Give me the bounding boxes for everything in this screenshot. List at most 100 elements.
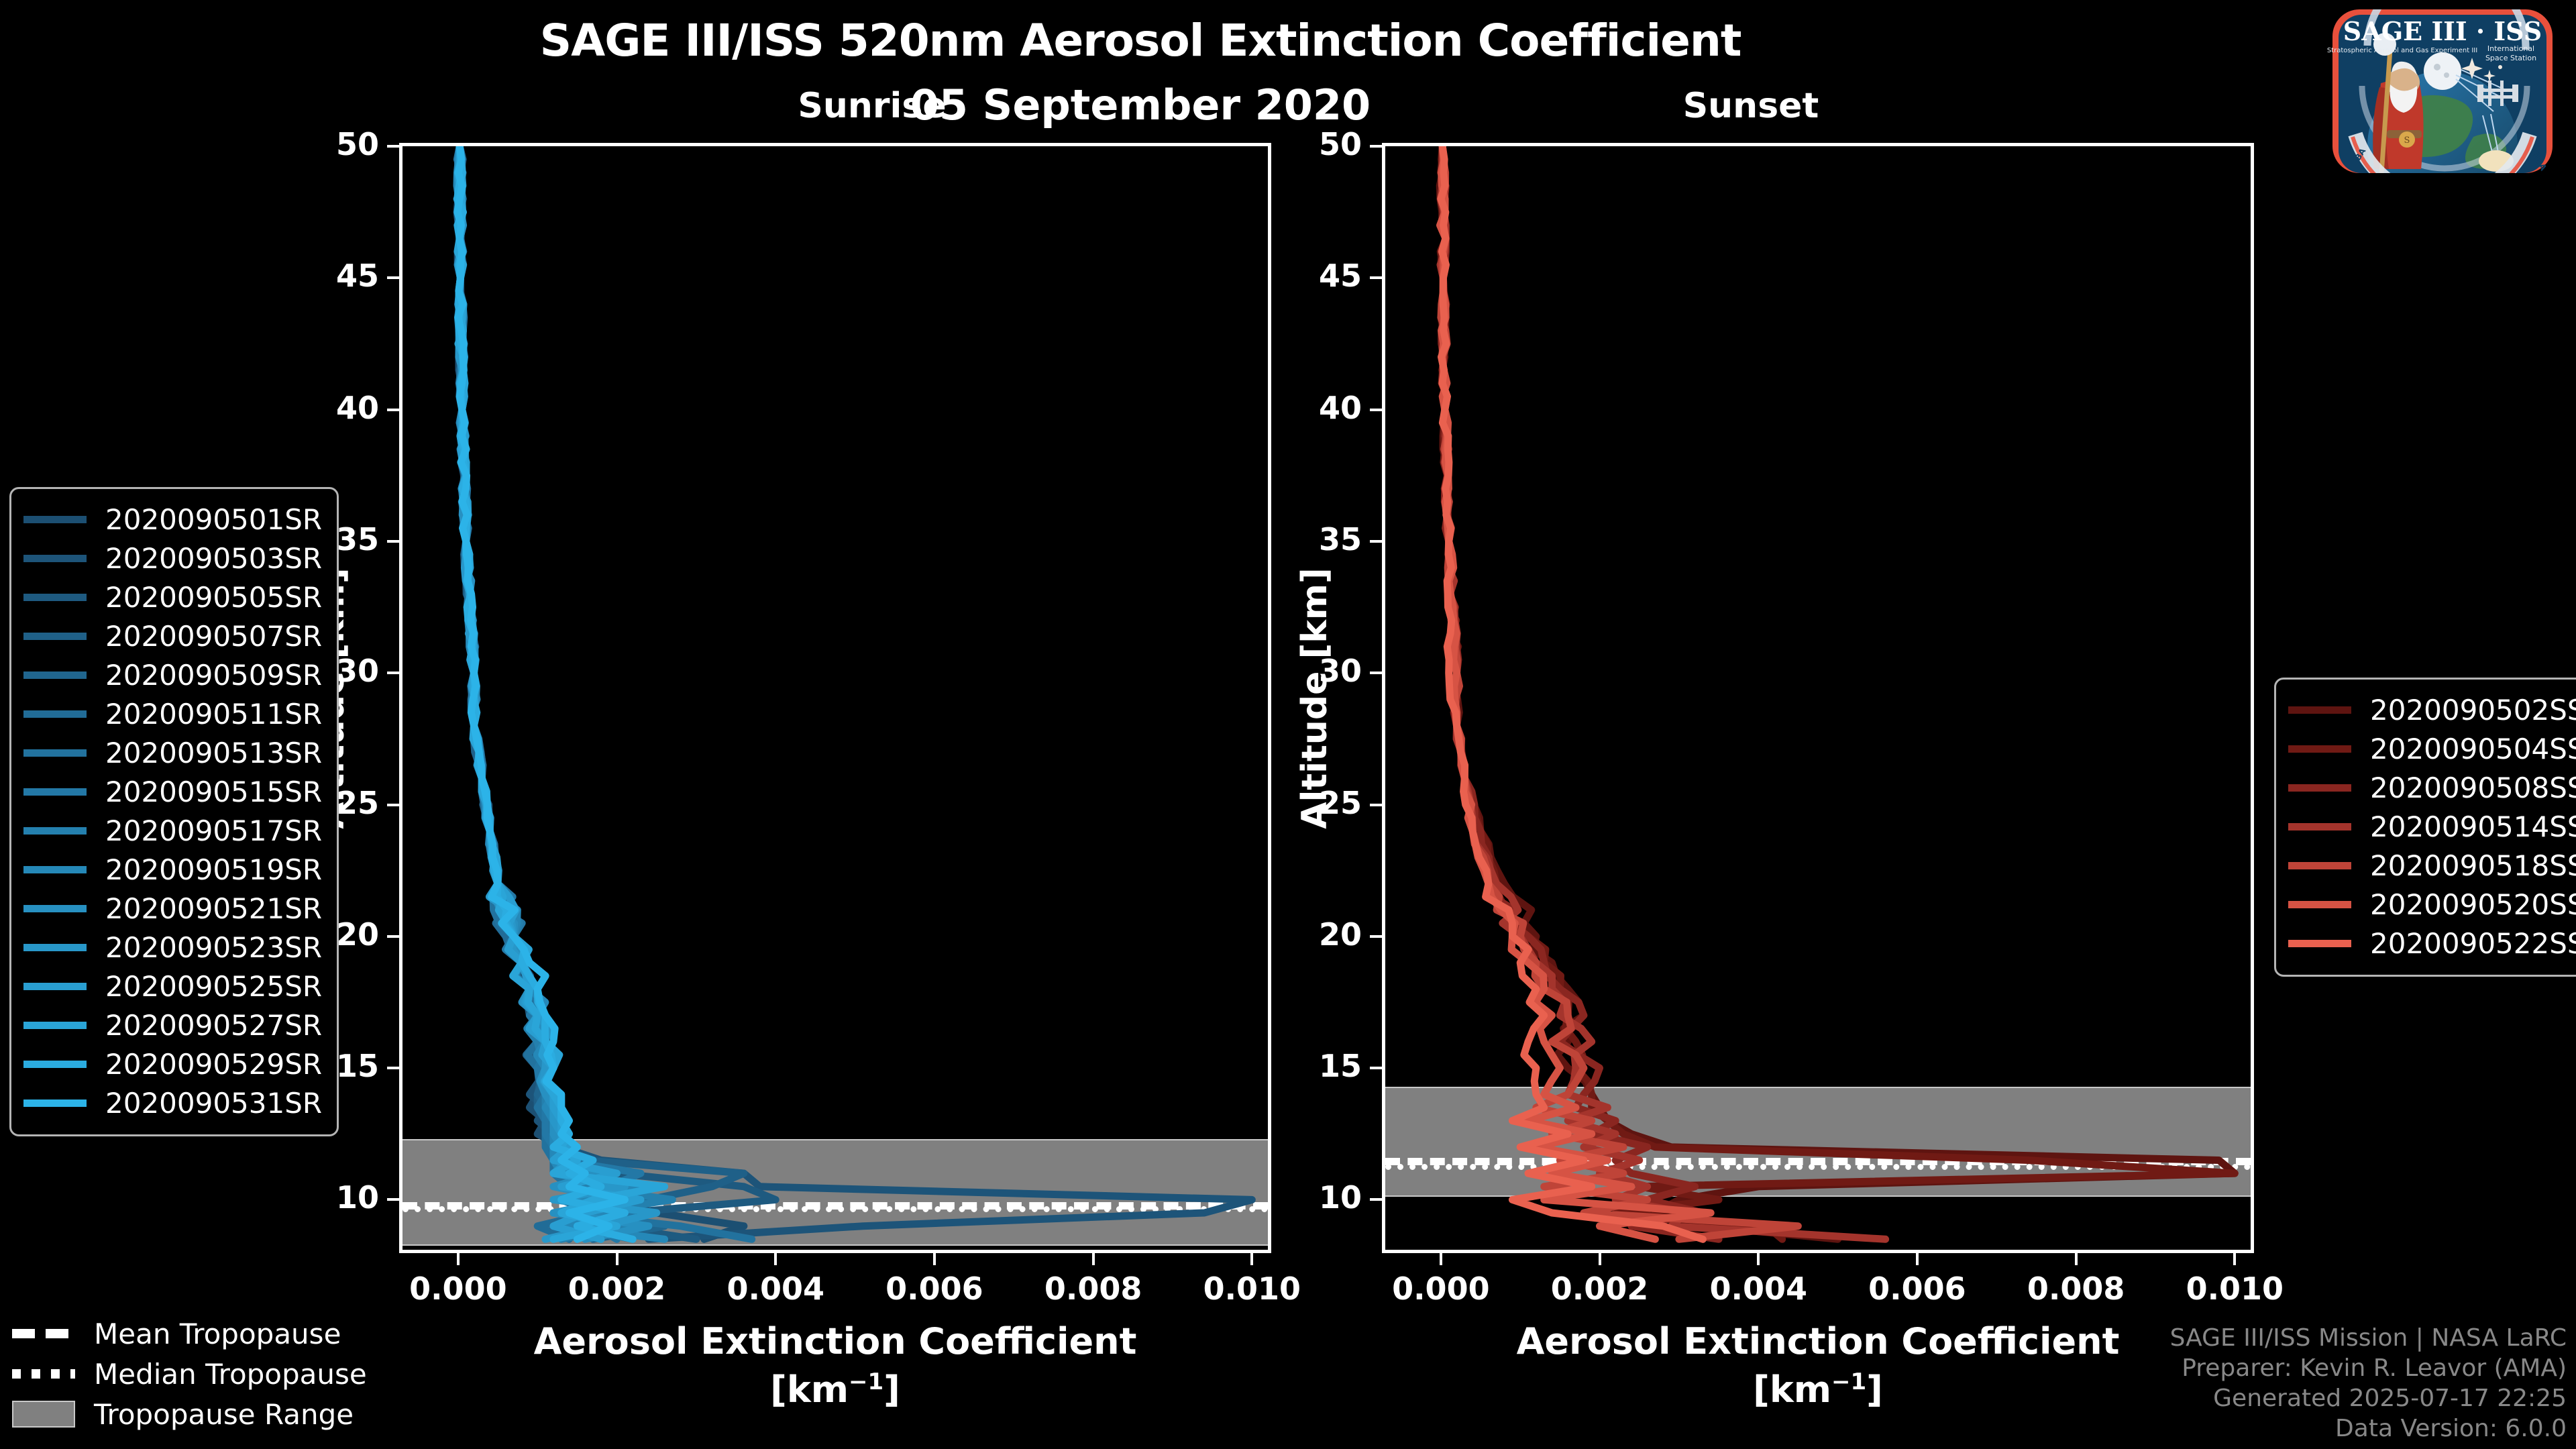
legend-sunrise-item[interactable]: 2020090513SR: [23, 733, 322, 772]
series-line: [453, 146, 669, 1243]
legend-color-swatch-icon: [2288, 706, 2351, 714]
legend-sunrise-item[interactable]: 2020090503SR: [23, 539, 322, 578]
y-axis-tick: [387, 276, 399, 280]
legend-sunrise-item[interactable]: 2020090527SR: [23, 1006, 322, 1044]
legend-sunrise-item[interactable]: 2020090519SR: [23, 850, 322, 889]
legend-sunset-label: 2020090522SS: [2370, 926, 2576, 960]
legend-sunset-item[interactable]: 2020090522SS: [2288, 924, 2576, 963]
series-line: [453, 146, 1256, 1243]
x-axis-tick: [1915, 1253, 1919, 1265]
legend-sunset-item[interactable]: 2020090518SS: [2288, 846, 2576, 885]
x-axis-tick: [456, 1253, 460, 1265]
y-axis-tick-label: 35: [1318, 521, 1362, 557]
footer-line-data-version: Data Version: 6.0.0: [2335, 1415, 2567, 1442]
series-line: [453, 146, 748, 1243]
legend-sunrise-item[interactable]: 2020090529SR: [23, 1044, 322, 1083]
sunrise-series-lines: [453, 146, 1256, 1243]
legend-color-swatch-icon: [23, 788, 87, 796]
legend-sunrise-label: 2020090521SR: [105, 892, 323, 925]
legend-sunrise-label: 2020090513SR: [105, 736, 323, 769]
footer-line-generated: Generated 2025-07-17 22:25: [2213, 1385, 2567, 1412]
legend-sunrise-label: 2020090523SR: [105, 930, 323, 964]
logo-title: SAGE III · ISS: [2343, 16, 2542, 46]
y-axis-tick-label: 35: [335, 521, 379, 557]
legend-sunset-item[interactable]: 2020090514SS: [2288, 807, 2576, 846]
legend-color-swatch-icon: [23, 904, 87, 912]
legend-sunrise-item[interactable]: 2020090511SR: [23, 694, 322, 733]
shaded-band-icon: [12, 1401, 75, 1428]
legend-sunrise-label: 2020090515SR: [105, 775, 323, 808]
y-axis-tick-label: 25: [1318, 784, 1362, 821]
legend-item-median-tropopause: Median Tropopause: [12, 1354, 367, 1394]
y-axis-tick: [1370, 276, 1382, 280]
y-axis-tick: [1370, 539, 1382, 543]
footer-credits: SAGE III/ISS Mission | NASA LaRC Prepare…: [2170, 1323, 2567, 1444]
y-axis-tick: [1370, 1198, 1382, 1201]
y-axis-tick: [1370, 145, 1382, 148]
legend-sunrise-label: 2020090525SR: [105, 969, 323, 1003]
legend-sunrise-item[interactable]: 2020090507SR: [23, 616, 322, 655]
legend-sunrise-item[interactable]: 2020090515SR: [23, 772, 322, 811]
legend-sunrise-label: 2020090505SR: [105, 580, 323, 614]
legend-sunrise-item[interactable]: 2020090525SR: [23, 967, 322, 1006]
y-axis-tick: [387, 539, 399, 543]
legend-color-swatch-icon: [2288, 745, 2351, 753]
sunset-plot-area: [1382, 143, 2254, 1253]
legend-sunrise-item[interactable]: 2020090521SR: [23, 889, 322, 928]
legend-sunset-label: 2020090508SS: [2370, 771, 2576, 804]
x-axis-tick-label: 0.010: [1203, 1271, 1301, 1307]
logo-subtitle-left: Stratospheric Aerosol and Gas Experiment…: [2327, 47, 2477, 54]
legend-color-swatch-icon: [2288, 784, 2351, 792]
legend-sunset-item[interactable]: 2020090504SS: [2288, 729, 2576, 768]
legend-color-swatch-icon: [23, 710, 87, 718]
y-axis-tick: [1370, 803, 1382, 806]
y-axis-tick-label: 50: [1318, 126, 1362, 162]
legend-sunrise-label: 2020090503SR: [105, 541, 323, 575]
x-axis-tick: [1439, 1253, 1442, 1265]
legend-sunrise-item[interactable]: 2020090509SR: [23, 655, 322, 694]
legend-sunrise-item[interactable]: 2020090517SR: [23, 811, 322, 850]
legend-color-swatch-icon: [23, 826, 87, 835]
y-axis-tick-label: 45: [1318, 258, 1362, 294]
legend-color-swatch-icon: [23, 1099, 87, 1107]
legend-sunset-item[interactable]: 2020090502SS: [2288, 690, 2576, 729]
legend-color-swatch-icon: [23, 982, 87, 990]
y-axis-tick-label: 15: [1318, 1048, 1362, 1085]
series-line: [453, 146, 748, 1243]
y-axis-tick-label: 20: [1318, 916, 1362, 953]
legend-sunrise-item[interactable]: 2020090523SR: [23, 928, 322, 967]
legend-sunrise-item[interactable]: 2020090531SR: [23, 1083, 322, 1122]
legend-color-swatch-icon: [23, 749, 87, 757]
median-tropopause-line-sunset: [1385, 1164, 2251, 1171]
legend-sunrise-item[interactable]: 2020090501SR: [23, 500, 322, 539]
legend-sunset[interactable]: 2020090502SS 2020090504SS 2020090508SS 2020…: [2274, 678, 2576, 977]
legend-sunrise-item[interactable]: 2020090505SR: [23, 578, 322, 616]
y-axis-tick-label: 45: [335, 258, 379, 294]
legend-color-swatch-icon: [23, 943, 87, 951]
legend-color-swatch-icon: [23, 1060, 87, 1068]
sunrise-plot-area: [399, 143, 1271, 1253]
legend-sunrise-label: 2020090527SR: [105, 1008, 323, 1042]
series-line: [455, 146, 780, 1243]
x-axis-title: Aerosol Extinction Coefficient: [1516, 1320, 2120, 1362]
logo-subtitle-right-1: International: [2487, 44, 2534, 53]
panel-title-sunset: Sunset: [1682, 86, 1819, 126]
legend-color-swatch-icon: [23, 515, 87, 523]
y-axis-tick: [1370, 672, 1382, 675]
legend-sunrise-label: 2020090501SR: [105, 502, 323, 536]
legend-sunrise-label: 2020090511SR: [105, 697, 323, 731]
median-tropopause-line-sunrise: [402, 1206, 1268, 1213]
logo-subtitle-right-2: Space Station: [2485, 54, 2536, 62]
x-axis-tick: [774, 1253, 777, 1265]
legend-sunrise-label: 2020090507SR: [105, 619, 323, 653]
legend-color-swatch-icon: [2288, 939, 2351, 947]
series-line: [453, 146, 661, 1243]
legend-color-swatch-icon: [2288, 861, 2351, 869]
legend-sunset-item[interactable]: 2020090520SS: [2288, 885, 2576, 924]
panel-title-sunrise: Sunrise: [798, 86, 947, 126]
mean-tropopause-line-sunset: [1385, 1157, 2251, 1165]
legend-sunset-item[interactable]: 2020090508SS: [2288, 768, 2576, 807]
y-axis-tick: [387, 1067, 399, 1070]
legend-sunrise[interactable]: 2020090501SR 2020090503SR 2020090505SR 2020…: [9, 487, 339, 1136]
legend-sunrise-label: 2020090531SR: [105, 1086, 323, 1120]
